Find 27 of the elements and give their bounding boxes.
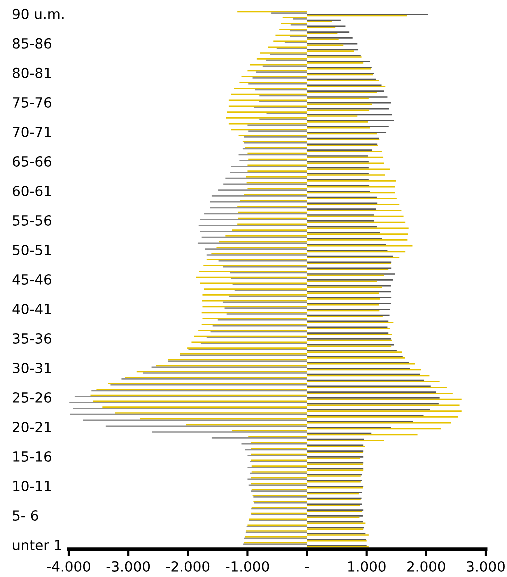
y-tick-label: 90 u.m. <box>12 8 64 20</box>
x-tick-label: 3.000 <box>467 561 505 572</box>
x-tick-label: -1.000 <box>226 561 270 572</box>
y-tick-label: 45-46 <box>12 274 52 285</box>
y-tick-label: 25-26 <box>13 392 52 403</box>
x-tick-label: -4.000 <box>47 561 90 572</box>
y-tick-label: 80-81 <box>12 68 52 78</box>
y-tick-label: 10-11 <box>14 481 52 492</box>
y-tick-label: 40-41 <box>12 304 52 314</box>
y-tick-label: unter 1 <box>13 540 62 551</box>
y-tick-label: 70-71 <box>13 126 52 138</box>
y-tick-label: 30-31 <box>13 362 52 374</box>
y-tick-label: 65-66 <box>13 156 52 167</box>
y-tick-label: 85-86 <box>12 38 52 49</box>
x-tick-label: - <box>305 567 310 568</box>
x-tick-label: -3.000 <box>106 561 150 572</box>
x-tick-label: 2.000 <box>408 561 446 572</box>
x-tick-label: -2.000 <box>166 561 210 572</box>
y-tick-label: 35-36 <box>13 333 52 344</box>
y-tick-label: 20-21 <box>13 422 52 432</box>
y-tick-label: 50-51 <box>13 244 52 256</box>
y-tick-label: 55-56 <box>13 215 52 226</box>
y-tick-label: 60-61 <box>13 186 52 196</box>
y-tick-label: 5- 6 <box>13 510 38 522</box>
x-tick-label: 1.000 <box>348 561 386 572</box>
y-tick-label: 15-16 <box>14 452 52 462</box>
y-tick-label: 75-76 <box>13 97 52 108</box>
